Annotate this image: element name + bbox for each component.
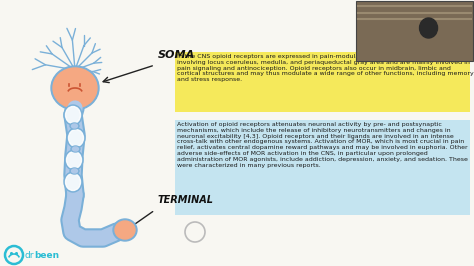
Ellipse shape: [73, 147, 79, 151]
Ellipse shape: [64, 105, 82, 125]
Ellipse shape: [72, 169, 78, 173]
Ellipse shape: [70, 168, 79, 174]
Text: Activation of opioid receptors attenuates neuronal activity by pre- and postsyna: Activation of opioid receptors attenuate…: [177, 122, 468, 168]
Text: In the CNS opioid receptors are expressed in pain-modulating descending pathways: In the CNS opioid receptors are expresse…: [177, 54, 474, 82]
Ellipse shape: [53, 68, 97, 108]
Text: been: been: [34, 251, 59, 260]
Ellipse shape: [419, 18, 438, 38]
FancyBboxPatch shape: [356, 1, 473, 61]
Ellipse shape: [65, 106, 81, 123]
Ellipse shape: [65, 150, 83, 170]
Ellipse shape: [51, 66, 99, 110]
Text: SOMA: SOMA: [158, 50, 195, 60]
Ellipse shape: [113, 219, 137, 241]
Ellipse shape: [65, 173, 81, 190]
FancyBboxPatch shape: [175, 120, 470, 215]
Text: TERMINAL: TERMINAL: [158, 195, 214, 205]
Ellipse shape: [70, 123, 79, 129]
Ellipse shape: [72, 124, 78, 128]
Ellipse shape: [71, 146, 80, 152]
FancyBboxPatch shape: [175, 52, 470, 112]
Ellipse shape: [115, 221, 135, 239]
Ellipse shape: [66, 152, 82, 168]
Ellipse shape: [64, 172, 82, 192]
Ellipse shape: [69, 130, 83, 147]
Text: dr: dr: [25, 251, 35, 260]
Ellipse shape: [67, 128, 85, 148]
